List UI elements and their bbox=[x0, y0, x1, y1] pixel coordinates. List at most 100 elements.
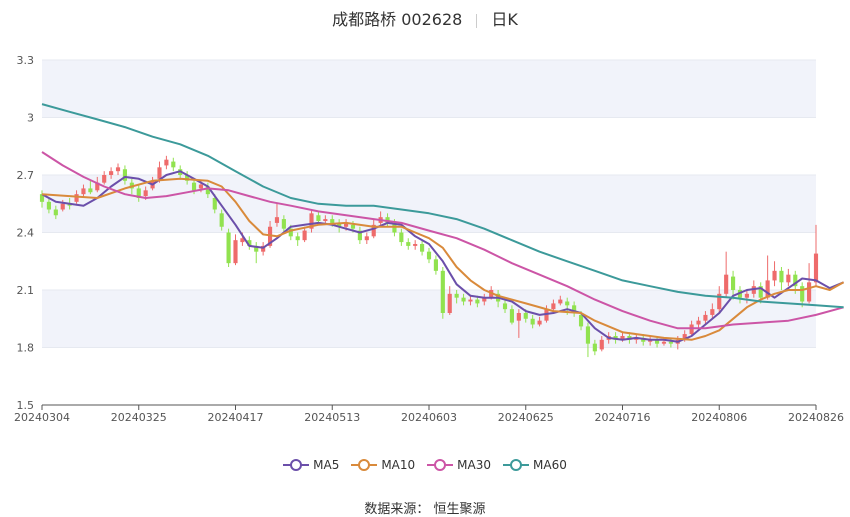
candle-body bbox=[247, 240, 252, 246]
candle-body bbox=[143, 190, 148, 197]
legend-swatch bbox=[283, 459, 310, 471]
period-label: 日K bbox=[491, 10, 518, 29]
candle-body bbox=[793, 274, 798, 287]
candle-body bbox=[509, 309, 515, 323]
candle-body bbox=[661, 341, 667, 344]
y-tick-label: 3.3 bbox=[17, 54, 35, 67]
candle-body bbox=[523, 313, 528, 319]
x-tick-label: 20240417 bbox=[208, 411, 264, 424]
candle-body bbox=[578, 314, 584, 327]
candle-body bbox=[295, 236, 300, 241]
x-tick-label: 20240513 bbox=[304, 411, 360, 424]
data-source: 数据来源： 恒生聚源 bbox=[364, 502, 486, 517]
ma5-line bbox=[41, 170, 844, 343]
candle-body bbox=[205, 186, 210, 195]
candle-body bbox=[482, 297, 487, 302]
candle-body bbox=[274, 217, 280, 223]
candle-body bbox=[710, 309, 715, 315]
candle-body bbox=[565, 301, 570, 306]
candle-body bbox=[371, 224, 376, 237]
grid-band bbox=[42, 290, 816, 348]
legend-label: MA60 bbox=[533, 458, 567, 472]
candle-body bbox=[585, 326, 591, 344]
candle-body bbox=[233, 240, 238, 264]
candle-body bbox=[696, 320, 701, 325]
y-tick-label: 1.5 bbox=[17, 399, 35, 412]
x-tick-label: 20240716 bbox=[595, 411, 651, 424]
candle-body bbox=[157, 167, 162, 179]
candle-body bbox=[800, 286, 805, 302]
candle-body bbox=[758, 286, 763, 298]
x-tick-label: 20240806 bbox=[691, 411, 747, 424]
candle-body bbox=[413, 244, 418, 246]
candle-body bbox=[281, 219, 286, 229]
candle-body bbox=[392, 222, 397, 233]
y-tick-label: 2.1 bbox=[17, 284, 35, 297]
candle-body bbox=[164, 159, 169, 166]
candle-body bbox=[399, 232, 404, 243]
candle-body bbox=[309, 213, 314, 229]
candle-body bbox=[703, 314, 708, 321]
legend-label: MA30 bbox=[457, 458, 492, 472]
candle-body bbox=[530, 318, 535, 325]
candle-body bbox=[357, 230, 362, 241]
candle-body bbox=[779, 270, 784, 283]
candle-body bbox=[717, 293, 722, 310]
kline-chart: 1.5 1.8 2.1 2.4 2.7 3 3.3 20240304 20240325 20240… bbox=[14, 54, 845, 424]
legend: MA5 MA10 MA30 MA60 bbox=[0, 458, 850, 474]
candle-body bbox=[599, 339, 604, 350]
candle-body bbox=[558, 299, 563, 304]
candle-body bbox=[330, 219, 335, 223]
candle-body bbox=[46, 201, 51, 210]
candle-body bbox=[74, 194, 79, 202]
title-divider bbox=[476, 13, 478, 28]
candle-body bbox=[475, 299, 480, 304]
candle-body bbox=[302, 230, 307, 241]
stock-label: 成都路桥 002628 bbox=[332, 10, 463, 29]
candle-body bbox=[226, 232, 231, 264]
candle-body bbox=[765, 280, 770, 298]
candle-body bbox=[95, 182, 100, 191]
candle-body bbox=[454, 293, 459, 298]
candle-body bbox=[115, 167, 121, 172]
candle-body bbox=[682, 334, 687, 340]
candle-body bbox=[53, 209, 58, 216]
candle-body bbox=[461, 297, 466, 302]
candle-body bbox=[39, 194, 45, 202]
candle-body bbox=[88, 188, 93, 193]
candle-body bbox=[109, 171, 114, 175]
candle-body bbox=[420, 244, 425, 252]
candle-body bbox=[620, 336, 625, 340]
candle-body bbox=[343, 222, 349, 227]
candle-body bbox=[136, 188, 141, 198]
candle-body bbox=[537, 320, 542, 325]
candle-body bbox=[350, 224, 356, 229]
chart-title: 成都路桥 002628 日K bbox=[0, 6, 850, 30]
legend-item-ma60[interactable]: MA60 bbox=[503, 458, 567, 472]
candle-body bbox=[406, 242, 411, 246]
candle-body bbox=[807, 282, 812, 302]
y-tick-label: 2.7 bbox=[17, 169, 35, 182]
legend-label: MA10 bbox=[381, 458, 416, 472]
candle-body bbox=[551, 303, 556, 310]
legend-item-ma10[interactable]: MA10 bbox=[351, 458, 415, 472]
candle-body bbox=[724, 274, 729, 294]
candle-body bbox=[730, 276, 736, 290]
candle-body bbox=[288, 228, 293, 237]
legend-item-ma30[interactable]: MA30 bbox=[427, 458, 491, 472]
candle-body bbox=[364, 236, 369, 241]
y-tick-label: 3 bbox=[27, 112, 34, 125]
candle-body bbox=[654, 339, 660, 344]
ma60-line bbox=[41, 103, 844, 309]
candle-body bbox=[60, 203, 65, 210]
legend-label: MA5 bbox=[313, 458, 340, 472]
legend-item-ma5[interactable]: MA5 bbox=[283, 458, 339, 472]
candle-body bbox=[502, 303, 508, 310]
candle-body bbox=[323, 219, 328, 221]
candle-body bbox=[813, 253, 819, 283]
candle-body bbox=[447, 293, 452, 313]
legend-swatch bbox=[427, 459, 454, 471]
grid-band bbox=[42, 175, 816, 233]
x-tick-label: 20240304 bbox=[14, 411, 70, 424]
grid-band bbox=[42, 60, 816, 118]
